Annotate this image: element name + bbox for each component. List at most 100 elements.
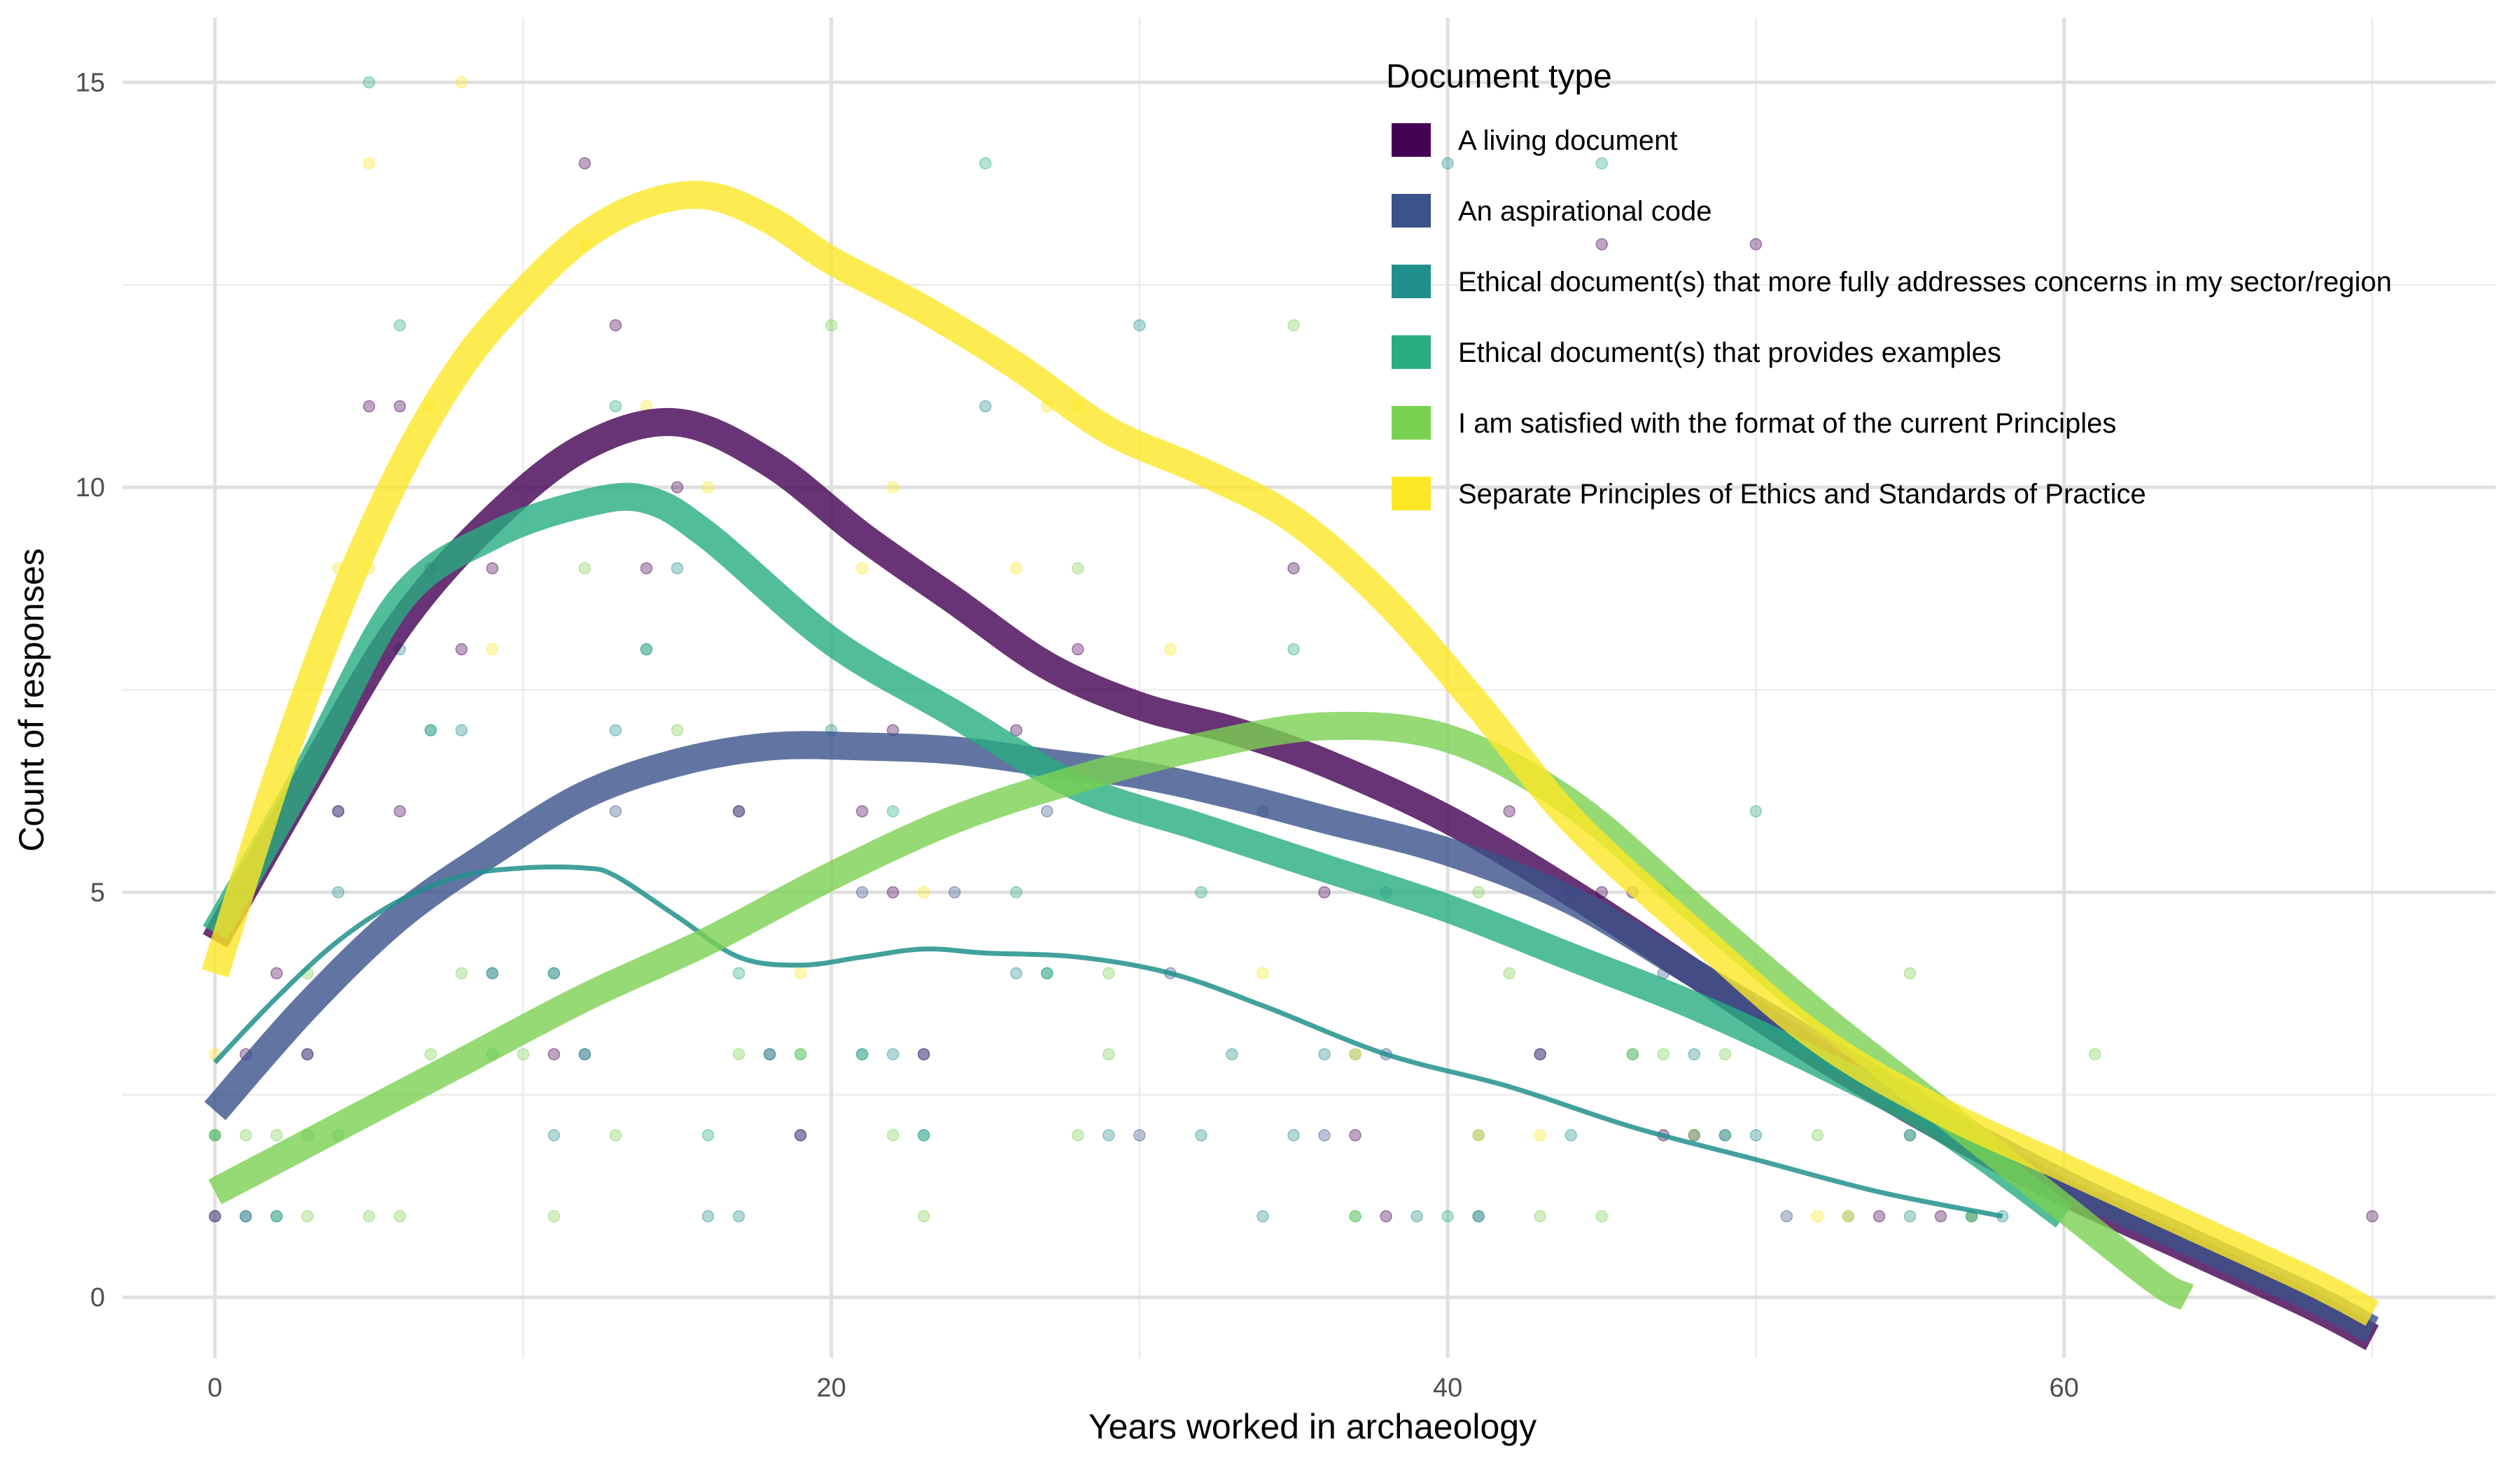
data-point <box>547 1048 561 1060</box>
data-point <box>363 76 375 89</box>
legend-label: Ethical document(s) that more fully addr… <box>1458 267 2392 298</box>
data-point <box>609 1129 622 1142</box>
data-point <box>1903 1129 1917 1142</box>
data-point <box>547 1210 561 1223</box>
legend-item: I am satisfied with the format of the cu… <box>1392 406 2116 440</box>
data-point <box>732 805 746 818</box>
data-point <box>486 562 499 575</box>
data-point <box>732 1210 746 1223</box>
series-line <box>202 482 2073 1228</box>
data-point <box>1688 1048 1701 1060</box>
data-point <box>1934 1210 1947 1223</box>
data-point <box>948 886 961 899</box>
data-point <box>1749 238 1763 251</box>
legend-swatch <box>1392 265 1431 298</box>
data-point <box>855 1048 869 1060</box>
data-point <box>886 481 899 493</box>
data-point <box>1010 886 1023 899</box>
data-point <box>363 1210 375 1223</box>
data-point <box>855 805 869 818</box>
legend-label: I am satisfied with the format of the cu… <box>1458 408 2116 439</box>
data-point <box>1041 805 1054 818</box>
data-point <box>1102 967 1115 980</box>
data-point <box>1349 1210 1362 1223</box>
data-point <box>393 400 406 413</box>
data-point <box>886 886 899 899</box>
legend-swatch <box>1392 194 1431 227</box>
legend: Document type A living document An aspira… <box>1386 58 2392 510</box>
data-point <box>609 400 622 413</box>
data-point <box>455 967 468 980</box>
data-point <box>1072 643 1084 656</box>
data-point <box>1534 1048 1546 1060</box>
data-point <box>1688 1129 1701 1142</box>
data-point <box>1595 1210 1608 1223</box>
data-point <box>794 1048 807 1060</box>
data-point <box>794 1048 807 1060</box>
data-point <box>1318 1048 1331 1060</box>
data-point <box>547 1129 561 1142</box>
data-point <box>209 1210 221 1223</box>
data-point <box>1072 1129 1084 1142</box>
data-point <box>209 1129 221 1142</box>
data-point <box>1195 886 1208 899</box>
data-point <box>1349 1129 1362 1142</box>
data-point <box>855 1048 869 1060</box>
data-point <box>886 805 899 818</box>
data-point <box>1749 805 1763 818</box>
data-point <box>2366 1210 2379 1223</box>
data-point <box>1287 318 1300 332</box>
data-point <box>301 1210 314 1223</box>
data-point <box>979 400 992 413</box>
data-point <box>486 967 499 980</box>
data-point <box>1010 967 1023 980</box>
data-point <box>486 967 499 980</box>
data-point <box>917 1129 930 1142</box>
data-point <box>886 1048 899 1060</box>
data-point <box>1811 1129 1824 1142</box>
data-point <box>1349 1048 1362 1060</box>
smooth-lines <box>202 181 2379 1350</box>
y-axis-label: Count of responses <box>12 548 51 852</box>
series-line <box>204 731 2379 1343</box>
data-point <box>578 1048 592 1060</box>
data-point <box>1041 967 1054 980</box>
data-point <box>1503 805 1516 818</box>
data-point <box>270 1210 283 1223</box>
data-point <box>239 1129 252 1142</box>
legend-swatch <box>1392 123 1431 157</box>
data-point <box>1564 1129 1577 1142</box>
data-point <box>424 724 438 736</box>
data-point <box>1780 1210 1793 1223</box>
data-point <box>1010 562 1023 575</box>
data-point <box>1287 1129 1300 1142</box>
data-point <box>1718 1129 1732 1142</box>
x-tick-label: 0 <box>208 1373 223 1403</box>
data-point <box>1903 967 1917 980</box>
data-point <box>640 643 653 656</box>
data-point <box>640 562 653 575</box>
data-point <box>732 967 746 980</box>
data-point <box>209 1129 221 1142</box>
data-point <box>671 724 684 736</box>
data-point <box>578 157 592 170</box>
data-point <box>1195 1129 1208 1142</box>
data-point <box>701 1129 715 1142</box>
data-point <box>239 1210 252 1223</box>
data-point <box>1503 967 1516 980</box>
data-point <box>1842 1210 1855 1223</box>
data-point <box>1349 1210 1362 1223</box>
data-point <box>794 967 807 980</box>
data-point <box>855 886 869 899</box>
data-point <box>763 1048 776 1060</box>
legend-title: Document type <box>1386 58 1612 95</box>
data-point <box>209 1210 221 1223</box>
data-point <box>917 886 930 899</box>
scatter-points <box>209 76 2379 1223</box>
data-point <box>547 967 561 980</box>
data-point <box>363 157 375 170</box>
data-point <box>1872 1210 1886 1223</box>
data-point <box>1380 1210 1392 1223</box>
data-point <box>1472 886 1485 899</box>
